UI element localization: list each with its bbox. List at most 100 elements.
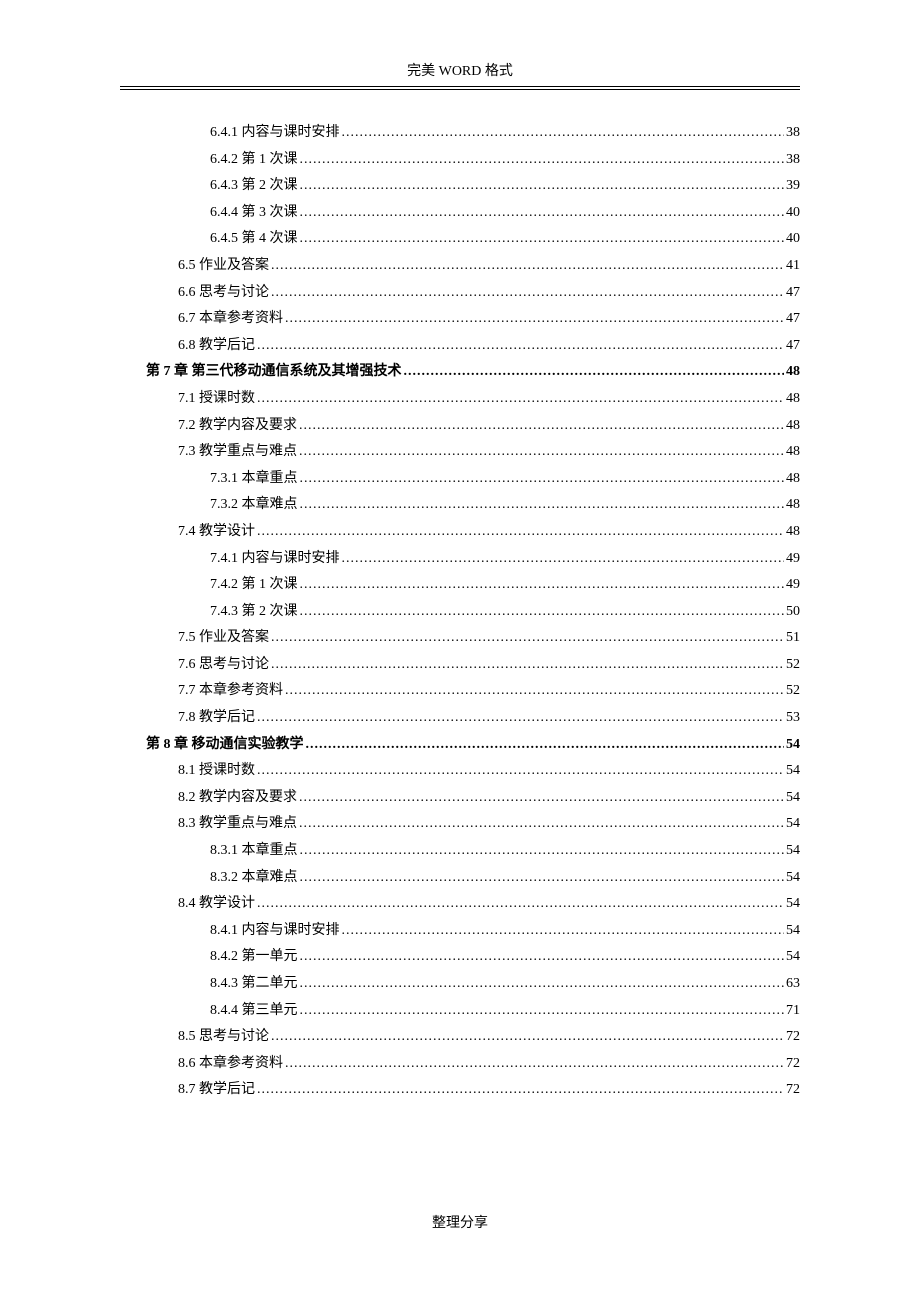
toc-label: 8.6 本章参考资料 (178, 1051, 283, 1078)
toc-row: 第 8 章 移动通信实验教学 54 (120, 732, 800, 759)
toc-row: 7.1 授课时数48 (120, 386, 800, 413)
toc-label: 8.4 教学设计 (178, 891, 255, 918)
toc-page-number: 50 (786, 599, 800, 626)
toc-page-number: 72 (786, 1077, 800, 1104)
toc-leader-dots (300, 147, 785, 174)
toc-page-number: 53 (786, 705, 800, 732)
toc-label: 6.4.3 第 2 次课 (210, 173, 298, 200)
toc-label: 7.4.1 内容与课时安排 (210, 546, 340, 573)
toc-page-number: 40 (786, 226, 800, 253)
toc-label: 8.5 思考与讨论 (178, 1024, 269, 1051)
toc-leader-dots (306, 732, 785, 759)
toc-label: 第 8 章 移动通信实验教学 (146, 732, 304, 759)
toc-page-number: 54 (786, 891, 800, 918)
toc-row: 8.4.1 内容与课时安排 54 (120, 918, 800, 945)
toc-label: 7.6 思考与讨论 (178, 652, 269, 679)
toc-page-number: 71 (786, 998, 800, 1025)
toc-label: 7.4.3 第 2 次课 (210, 599, 298, 626)
toc-label: 7.3.2 本章难点 (210, 492, 298, 519)
toc-page-number: 41 (786, 253, 800, 280)
toc-page-number: 51 (786, 625, 800, 652)
toc-leader-dots (271, 625, 784, 652)
toc-row: 8.4.2 第一单元54 (120, 944, 800, 971)
toc-page-number: 48 (786, 413, 800, 440)
toc-label: 6.4.2 第 1 次课 (210, 147, 298, 174)
toc-label: 6.4.4 第 3 次课 (210, 200, 298, 227)
toc-label: 6.5 作业及答案 (178, 253, 269, 280)
page-header: 完美 WORD 格式 (120, 60, 800, 87)
toc-page-number: 38 (786, 147, 800, 174)
toc-page-number: 54 (786, 918, 800, 945)
toc-row: 7.4.3 第 2 次课 50 (120, 599, 800, 626)
toc-label: 8.1 授课时数 (178, 758, 255, 785)
toc-label: 6.8 教学后记 (178, 333, 255, 360)
toc-page-number: 54 (786, 732, 800, 759)
toc-label: 7.5 作业及答案 (178, 625, 269, 652)
toc-label: 8.4.4 第三单元 (210, 998, 298, 1025)
toc-leader-dots (299, 785, 784, 812)
toc-leader-dots (271, 280, 784, 307)
toc-leader-dots (299, 413, 784, 440)
toc-page-number: 54 (786, 758, 800, 785)
toc-row: 7.4.2 第 1 次课49 (120, 572, 800, 599)
table-of-contents: 6.4.1 内容与课时安排386.4.2 第 1 次课386.4.3 第 2 次… (120, 120, 800, 1104)
toc-label: 7.7 本章参考资料 (178, 678, 283, 705)
toc-page-number: 63 (786, 971, 800, 998)
toc-page-number: 48 (786, 439, 800, 466)
toc-row: 6.4.1 内容与课时安排38 (120, 120, 800, 147)
toc-row: 6.4.5 第 4 次课40 (120, 226, 800, 253)
toc-label: 8.3 教学重点与难点 (178, 811, 297, 838)
toc-page-number: 52 (786, 652, 800, 679)
toc-row: 8.3 教学重点与难点 54 (120, 811, 800, 838)
toc-page-number: 49 (786, 546, 800, 573)
toc-leader-dots (257, 519, 784, 546)
toc-page-number: 48 (786, 359, 800, 386)
toc-row: 6.4.3 第 2 次课39 (120, 173, 800, 200)
toc-page-number: 54 (786, 838, 800, 865)
toc-leader-dots (285, 678, 784, 705)
toc-page-number: 54 (786, 811, 800, 838)
toc-row: 6.4.2 第 1 次课 38 (120, 147, 800, 174)
toc-label: 7.4 教学设计 (178, 519, 255, 546)
toc-leader-dots (342, 918, 785, 945)
toc-page-number: 48 (786, 386, 800, 413)
toc-label: 8.4.1 内容与课时安排 (210, 918, 340, 945)
toc-page-number: 54 (786, 944, 800, 971)
toc-leader-dots (271, 253, 784, 280)
toc-leader-dots (300, 998, 785, 1025)
toc-row: 6.8 教学后记47 (120, 333, 800, 360)
toc-leader-dots (300, 599, 785, 626)
toc-label: 第 7 章 第三代移动通信系统及其增强技术 (146, 359, 402, 386)
toc-leader-dots (300, 492, 785, 519)
toc-page-number: 54 (786, 785, 800, 812)
toc-page-number: 47 (786, 280, 800, 307)
page-footer: 整理分享 (0, 1212, 920, 1232)
toc-label: 8.7 教学后记 (178, 1077, 255, 1104)
toc-leader-dots (257, 891, 784, 918)
toc-leader-dots (299, 439, 784, 466)
toc-label: 7.3 教学重点与难点 (178, 439, 297, 466)
document-page: 完美 WORD 格式 6.4.1 内容与课时安排386.4.2 第 1 次课 38… (0, 0, 920, 1302)
toc-page-number: 48 (786, 492, 800, 519)
toc-row: 8.5 思考与讨论72 (120, 1024, 800, 1051)
toc-leader-dots (300, 226, 785, 253)
toc-label: 8.4.3 第二单元 (210, 971, 298, 998)
toc-label: 8.2 教学内容及要求 (178, 785, 297, 812)
toc-row: 6.7 本章参考资料47 (120, 306, 800, 333)
toc-row: 7.2 教学内容及要求48 (120, 413, 800, 440)
toc-row: 8.6 本章参考资料72 (120, 1051, 800, 1078)
toc-leader-dots (300, 173, 785, 200)
toc-row: 7.3.2 本章难点 48 (120, 492, 800, 519)
toc-page-number: 40 (786, 200, 800, 227)
toc-leader-dots (257, 386, 784, 413)
toc-leader-dots (300, 200, 785, 227)
toc-leader-dots (257, 705, 784, 732)
toc-leader-dots (300, 466, 785, 493)
toc-row: 8.7 教学后记 72 (120, 1077, 800, 1104)
toc-page-number: 49 (786, 572, 800, 599)
toc-row: 6.5 作业及答案 41 (120, 253, 800, 280)
toc-leader-dots (257, 1077, 784, 1104)
toc-row: 7.3 教学重点与难点 48 (120, 439, 800, 466)
toc-leader-dots (285, 306, 784, 333)
toc-leader-dots (342, 120, 785, 147)
